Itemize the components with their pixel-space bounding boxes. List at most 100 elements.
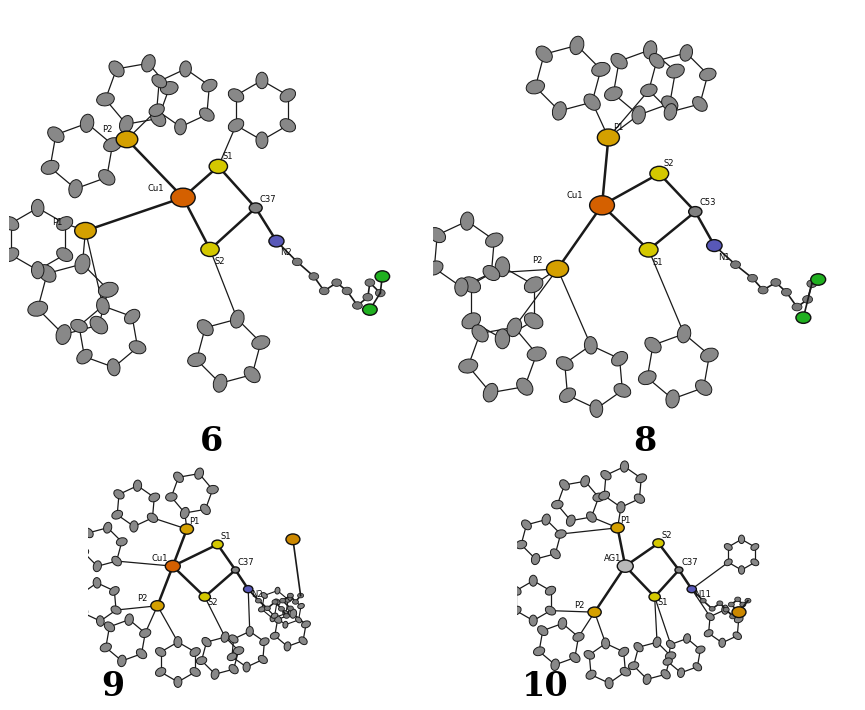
- Ellipse shape: [56, 324, 71, 344]
- Text: 10: 10: [522, 670, 568, 703]
- Ellipse shape: [280, 89, 296, 102]
- Ellipse shape: [269, 235, 284, 247]
- Ellipse shape: [93, 577, 101, 588]
- Ellipse shape: [701, 599, 706, 603]
- Ellipse shape: [375, 289, 385, 297]
- Ellipse shape: [573, 633, 584, 641]
- Ellipse shape: [272, 613, 278, 618]
- Ellipse shape: [151, 111, 166, 126]
- Ellipse shape: [125, 310, 140, 324]
- Ellipse shape: [602, 638, 610, 649]
- Ellipse shape: [704, 630, 713, 637]
- Ellipse shape: [675, 567, 683, 573]
- Ellipse shape: [125, 614, 133, 626]
- Ellipse shape: [751, 559, 759, 566]
- Ellipse shape: [119, 116, 133, 133]
- Ellipse shape: [527, 347, 546, 361]
- Ellipse shape: [298, 594, 304, 598]
- Ellipse shape: [290, 609, 297, 618]
- Ellipse shape: [319, 288, 329, 295]
- Ellipse shape: [259, 655, 267, 664]
- Ellipse shape: [586, 670, 596, 679]
- Ellipse shape: [586, 512, 596, 522]
- Ellipse shape: [620, 667, 631, 676]
- Ellipse shape: [288, 594, 292, 601]
- Ellipse shape: [175, 119, 186, 135]
- Ellipse shape: [84, 528, 93, 537]
- Ellipse shape: [116, 131, 138, 148]
- Text: N2: N2: [280, 248, 292, 257]
- Ellipse shape: [274, 599, 280, 605]
- Ellipse shape: [570, 36, 584, 55]
- Ellipse shape: [555, 530, 567, 538]
- Ellipse shape: [249, 203, 262, 213]
- Ellipse shape: [90, 317, 107, 334]
- Ellipse shape: [244, 366, 260, 383]
- Ellipse shape: [664, 104, 676, 120]
- Ellipse shape: [758, 286, 768, 294]
- Ellipse shape: [677, 668, 684, 677]
- Ellipse shape: [639, 243, 658, 257]
- Text: P1: P1: [620, 515, 631, 525]
- Ellipse shape: [302, 621, 311, 628]
- Ellipse shape: [570, 652, 580, 662]
- Ellipse shape: [284, 613, 290, 618]
- Ellipse shape: [151, 601, 164, 611]
- Ellipse shape: [706, 613, 714, 621]
- Ellipse shape: [3, 217, 19, 230]
- Ellipse shape: [256, 72, 268, 89]
- Ellipse shape: [644, 674, 651, 684]
- Ellipse shape: [553, 102, 567, 120]
- Ellipse shape: [460, 212, 474, 230]
- Ellipse shape: [747, 274, 758, 282]
- Ellipse shape: [534, 647, 545, 656]
- Ellipse shape: [739, 566, 745, 574]
- Text: Cu1: Cu1: [148, 184, 164, 192]
- Ellipse shape: [687, 586, 696, 593]
- Ellipse shape: [542, 514, 550, 525]
- Ellipse shape: [31, 261, 44, 279]
- Ellipse shape: [365, 279, 375, 286]
- Ellipse shape: [724, 559, 733, 566]
- Text: S2: S2: [661, 531, 671, 540]
- Ellipse shape: [56, 248, 73, 261]
- Ellipse shape: [732, 607, 746, 618]
- Ellipse shape: [584, 650, 594, 659]
- Ellipse shape: [593, 493, 605, 501]
- Ellipse shape: [78, 608, 88, 617]
- Ellipse shape: [733, 632, 741, 640]
- Ellipse shape: [526, 80, 545, 94]
- Ellipse shape: [545, 606, 555, 615]
- Text: Cu1: Cu1: [151, 554, 168, 563]
- Ellipse shape: [551, 659, 560, 670]
- Ellipse shape: [638, 371, 657, 385]
- Ellipse shape: [212, 540, 223, 549]
- Ellipse shape: [771, 278, 781, 286]
- Ellipse shape: [792, 303, 802, 311]
- Ellipse shape: [362, 304, 377, 315]
- Ellipse shape: [701, 348, 718, 362]
- Text: P1: P1: [612, 124, 623, 133]
- Ellipse shape: [567, 515, 575, 526]
- Ellipse shape: [524, 277, 543, 293]
- Ellipse shape: [165, 560, 180, 572]
- Ellipse shape: [129, 341, 146, 354]
- Ellipse shape: [201, 242, 219, 256]
- Ellipse shape: [590, 196, 614, 215]
- Ellipse shape: [97, 93, 114, 106]
- Ellipse shape: [287, 594, 293, 598]
- Ellipse shape: [273, 616, 282, 623]
- Ellipse shape: [104, 523, 112, 533]
- Ellipse shape: [243, 662, 250, 672]
- Ellipse shape: [693, 97, 708, 111]
- Ellipse shape: [180, 61, 191, 77]
- Ellipse shape: [529, 575, 537, 586]
- Ellipse shape: [558, 618, 567, 629]
- Ellipse shape: [275, 587, 280, 594]
- Ellipse shape: [458, 359, 477, 373]
- Ellipse shape: [695, 646, 705, 653]
- Ellipse shape: [230, 310, 244, 328]
- Ellipse shape: [74, 222, 96, 239]
- Ellipse shape: [614, 383, 631, 398]
- Ellipse shape: [202, 638, 211, 647]
